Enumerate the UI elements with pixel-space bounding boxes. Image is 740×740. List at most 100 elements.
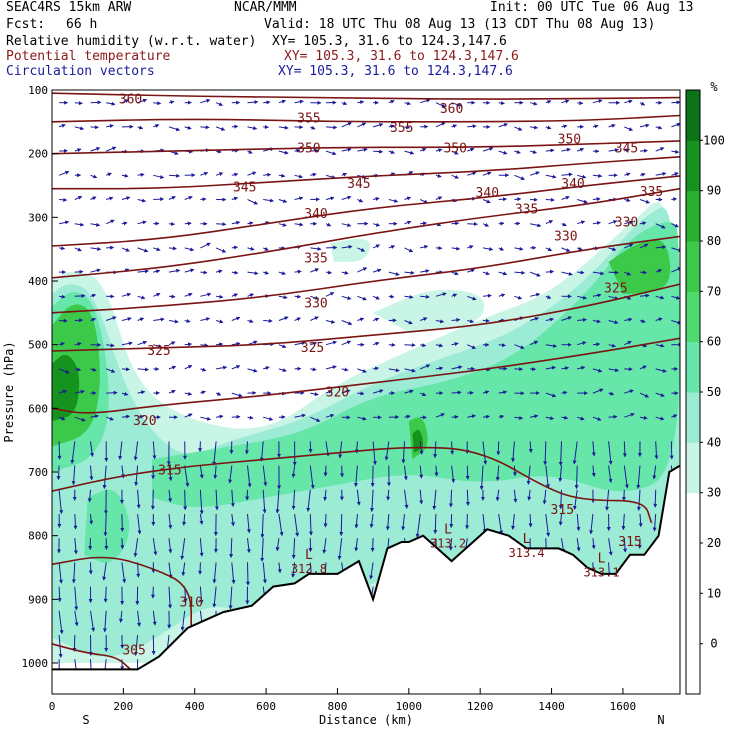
vector-arrow-627 — [467, 171, 477, 176]
vector-arrow-154 — [153, 344, 163, 349]
field-theta-name: Potential temperature — [6, 49, 171, 64]
vector-arrow-890 — [639, 148, 648, 153]
colorbar-bin-90 — [686, 140, 700, 192]
humidity-region-6 — [608, 239, 671, 294]
vector-arrow-936 — [671, 100, 680, 105]
low-value-3: 313.1 — [583, 565, 619, 579]
vector-arrow-562 — [420, 343, 427, 348]
vector-arrow-781 — [561, 415, 569, 420]
x-tick-label-0: 0 — [49, 700, 56, 713]
vector-arrow-77 — [105, 219, 115, 225]
vector-arrow-536 — [404, 294, 414, 299]
vector-arrow-672 — [498, 101, 505, 106]
vector-arrow-820 — [592, 197, 601, 202]
vector-arrow-533 — [404, 220, 412, 225]
vector-arrow-926 — [654, 441, 659, 460]
y-tick-label-200: 200 — [28, 148, 48, 161]
theta-label-2: 355 — [297, 112, 320, 127]
vector-arrow-486 — [372, 244, 381, 249]
vector-arrow-529 — [404, 125, 411, 130]
contour-label-layer: 360 360 355 355 350 350 350 345 345 345 340 340 340 3… — [119, 93, 663, 659]
vector-arrow-871 — [624, 271, 632, 276]
vector-arrow-370 — [294, 341, 306, 346]
vector-arrow-394 — [310, 341, 318, 346]
vector-arrow-229 — [200, 416, 212, 421]
vector-arrow-774 — [561, 247, 571, 252]
vector-arrow-464 — [357, 295, 367, 301]
terrain-layer — [52, 464, 681, 694]
vector-arrow-650 — [482, 147, 494, 152]
vector-arrow-120 — [137, 98, 148, 104]
vector-arrow-369 — [294, 317, 302, 322]
vector-arrow-105 — [121, 317, 132, 321]
vector-arrow-226 — [200, 343, 209, 348]
vector-arrow-109 — [121, 414, 131, 419]
vector-arrow-759 — [545, 465, 550, 489]
vector-arrow-301 — [247, 415, 254, 420]
vector-arrow-169 — [168, 126, 181, 132]
low-value-2: 313.4 — [509, 546, 545, 560]
vector-arrow-591 — [434, 465, 439, 477]
low-value-0: 312.8 — [291, 562, 327, 576]
vector-arrow-881 — [621, 513, 626, 531]
vector-arrow-499 — [369, 562, 374, 580]
vector-arrow-653 — [482, 222, 490, 227]
vector-arrow-489 — [372, 317, 380, 322]
vector-arrow-53 — [90, 222, 101, 227]
theta-label-10: 340 — [304, 207, 327, 222]
vector-arrow-496 — [370, 489, 374, 513]
vector-arrow-418 — [325, 340, 338, 346]
vector-arrow-283 — [231, 562, 236, 585]
vector-arrow-684 — [498, 390, 508, 395]
vector-arrow-608 — [451, 293, 458, 298]
vector-arrow-745 — [545, 125, 552, 130]
vector-arrow-436 — [341, 195, 352, 200]
vector-arrow-469 — [357, 416, 367, 421]
vector-arrow-917 — [655, 223, 666, 229]
vector-arrow-240 — [215, 102, 224, 106]
vector-arrow-441 — [341, 320, 353, 326]
vector-arrow-331 — [262, 562, 267, 584]
vector-arrow-541 — [404, 414, 411, 419]
vector-arrow-61 — [90, 414, 99, 419]
vector-arrow-663 — [479, 465, 484, 491]
field-rh-name: Relative humidity (w.r.t. water) — [6, 34, 257, 49]
vector-arrow-495 — [370, 465, 375, 488]
vector-arrow-296 — [247, 293, 255, 298]
theta-label-8: 345 — [233, 180, 256, 195]
vector-arrow-186 — [168, 538, 173, 554]
vector-arrow-134 — [133, 441, 139, 461]
vector-arrow-305 — [246, 513, 251, 534]
vector-arrow-709 — [514, 415, 524, 420]
vector-arrow-259 — [212, 562, 217, 584]
vector-arrow-84 — [106, 390, 118, 395]
vector-arrow-234 — [199, 538, 204, 557]
y-tick-label-700: 700 — [28, 466, 48, 479]
vector-arrow-827 — [592, 368, 603, 373]
vector-arrow-939 — [671, 172, 679, 176]
theta-label-20: 325 — [147, 344, 170, 359]
vector-arrow-918 — [655, 245, 667, 250]
vector-arrow-415 — [325, 270, 333, 275]
vector-arrow-360 — [294, 99, 304, 104]
vector-arrow-798 — [577, 246, 583, 251]
vector-arrow-698 — [514, 150, 521, 154]
vector-arrow-601 — [451, 124, 458, 129]
vector-arrow-281 — [230, 513, 235, 527]
vector-arrow-923 — [655, 368, 667, 373]
vector-arrow-749 — [545, 220, 554, 225]
vector-arrow-249 — [215, 319, 224, 324]
vector-arrow-629 — [467, 222, 478, 227]
x-tick-label-200: 200 — [113, 700, 133, 713]
vector-arrow-253 — [216, 414, 224, 419]
vector-arrow-204 — [184, 391, 193, 396]
vector-arrow-124 — [137, 198, 147, 203]
vector-arrow-497 — [369, 513, 374, 529]
vector-arrow-722 — [529, 150, 538, 154]
x-tick-label-800: 800 — [328, 700, 348, 713]
vector-arrow-737 — [528, 513, 533, 528]
vector-arrow-586 — [435, 343, 444, 348]
vector-arrow-363 — [294, 174, 304, 179]
vector-arrow-532 — [404, 196, 412, 201]
vector-arrow-423 — [323, 465, 328, 477]
